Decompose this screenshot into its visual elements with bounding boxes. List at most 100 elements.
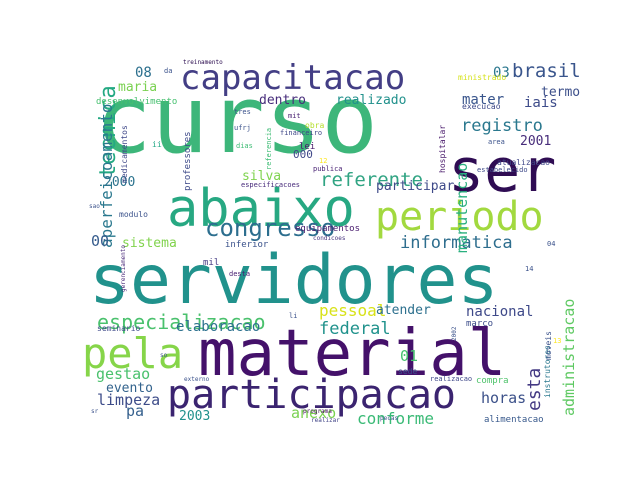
word-ufrj: ufrj [234, 124, 251, 132]
word-atender: atender [376, 303, 431, 318]
word-equipamentos: equipamentos [295, 224, 360, 234]
word-participacao: participacao [167, 372, 456, 418]
word-sistema: sistema [122, 236, 177, 251]
word-registro: registro [461, 116, 543, 136]
word-13: 13 [553, 337, 561, 345]
word-financeiro: financeiro [280, 129, 322, 137]
word-mater: mater [462, 92, 504, 108]
word-03: 03 [493, 65, 510, 81]
word-federal: federal [319, 319, 391, 339]
word-desta: desta [229, 270, 250, 278]
word-manutencao: manutencao [453, 163, 471, 253]
word-inferior: inferior [225, 240, 269, 250]
word-tres: tres [234, 108, 251, 116]
word-hospitalar: hospitalar [438, 125, 447, 173]
word-2000: 2000 [104, 175, 135, 190]
word-termo: termo [541, 85, 580, 100]
word-obra: obra [305, 121, 324, 130]
word-maria: maria [118, 80, 157, 95]
word-pa: pa [126, 402, 144, 420]
word-08: 08 [135, 65, 152, 81]
word-programa: programa [303, 408, 332, 415]
word-congresso: congresso [205, 214, 335, 242]
word-professores: professores [183, 131, 193, 191]
word-sao: sao [89, 203, 100, 210]
word-pecas: pecas [380, 415, 398, 422]
word-servidores: servidores [89, 241, 498, 320]
word-04: 04 [547, 240, 555, 248]
word-aperfeicoamento: aperfeicoamento [97, 104, 116, 249]
word-externo: externo [184, 376, 210, 383]
word-especificacoes: especificacoes [241, 181, 300, 189]
word-medicamentos: medicamentos [120, 125, 129, 183]
word-brasil: brasil [512, 60, 581, 82]
word-realizacao: realizacao [430, 375, 472, 383]
word-material: material [198, 317, 506, 391]
word-estabelecido: estabelecido [477, 166, 528, 174]
word-realizado: realizado [336, 93, 406, 108]
word-moveis: moveis [544, 331, 553, 360]
word-01: 01 [400, 347, 418, 365]
word-abaixo: abaixo [167, 179, 355, 239]
word-instrutores: instrutores [543, 345, 552, 398]
word-esta: esta [524, 368, 545, 411]
word-periodo: periodo [375, 194, 544, 240]
word-2001: 2001 [520, 134, 551, 149]
word-nacional: nacional [466, 304, 533, 320]
word-iais: iais [524, 95, 558, 111]
word-elaboracao: elaboracao [176, 319, 260, 335]
word-conforme: conforme [357, 409, 434, 428]
word-area: area [488, 138, 505, 146]
word-ser: ser [448, 136, 556, 206]
word-informatica: informatica [400, 233, 513, 253]
word-referente: referente [320, 169, 423, 191]
word-so: so [160, 352, 168, 359]
word-capacitacao: capacitacao [180, 58, 405, 98]
word-sr: sr [91, 408, 99, 415]
word-publica: publica [313, 165, 343, 173]
word-condicoes: condicoes [313, 235, 346, 242]
word-gerenciamento: gerenciamento [120, 245, 127, 292]
word-anexo: anexo [291, 404, 336, 422]
word-participar: participar [376, 179, 454, 194]
word-lei: lei [299, 142, 315, 152]
word-silva: silva [242, 169, 281, 184]
word-ministrado: ministrado [458, 73, 506, 82]
word-pessoal: pessoal [319, 301, 386, 320]
word-evento: evento [106, 381, 153, 396]
word-000: 000 [293, 148, 313, 161]
word-seminario: seminario [97, 324, 141, 333]
word-execucao: execucao [462, 102, 501, 111]
word-modulo: modulo [119, 210, 148, 219]
word-12: 12 [319, 157, 327, 165]
word-limpeza: limpeza [97, 391, 160, 409]
word-desenvolvimento: desenvolvimento [96, 97, 177, 107]
word-mit: mit [288, 112, 301, 120]
word-atualizacao: atualizacao [497, 158, 550, 167]
word-treinamento: treinamento [183, 59, 223, 66]
word-gestao: gestao [96, 365, 150, 383]
word-alimentacao: alimentacao [484, 415, 544, 425]
word-li: li [289, 312, 297, 320]
word-pela: pela [82, 329, 183, 378]
word-compra: compra [476, 376, 509, 386]
word-dentro: dentro [259, 93, 306, 108]
word-curso: curso [95, 66, 378, 175]
word-referencia: referencia [265, 128, 273, 170]
word-dias: dias [236, 142, 253, 150]
word-administracao: administracao [560, 299, 578, 416]
word-2003: 2003 [179, 409, 210, 424]
word-marco: marco [466, 319, 493, 329]
word-14: 14 [525, 265, 533, 273]
word-sede: sede [398, 367, 417, 376]
word-ii: ii [152, 140, 162, 149]
word-horas: horas [481, 389, 526, 407]
word-00: 00 [91, 232, 109, 250]
word-mil: mil [203, 258, 219, 268]
word-2002: 2002 [451, 326, 458, 341]
word-realizar: realizar [311, 417, 340, 424]
word-tecnica: tecnica [96, 85, 121, 178]
word-especializacao: especializacao [97, 310, 266, 334]
word-da: da [164, 67, 172, 75]
